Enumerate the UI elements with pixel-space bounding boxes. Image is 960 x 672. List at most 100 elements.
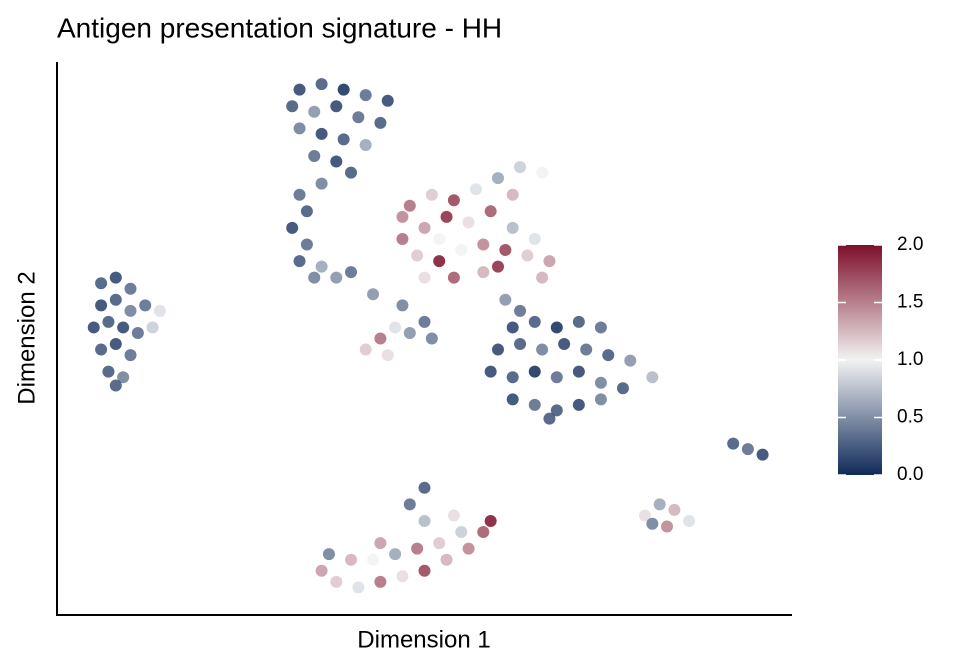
point bbox=[109, 379, 122, 392]
point bbox=[484, 205, 497, 218]
point bbox=[315, 78, 328, 91]
point bbox=[514, 161, 527, 174]
point bbox=[477, 526, 490, 539]
point bbox=[543, 255, 556, 268]
point bbox=[396, 299, 409, 312]
point bbox=[411, 249, 424, 262]
point bbox=[139, 299, 152, 312]
point bbox=[300, 238, 313, 251]
point bbox=[440, 210, 453, 223]
point bbox=[646, 517, 659, 530]
point bbox=[462, 216, 475, 229]
point bbox=[418, 514, 431, 527]
point bbox=[572, 398, 585, 411]
point bbox=[315, 564, 328, 577]
point bbox=[345, 166, 357, 179]
point bbox=[359, 138, 372, 151]
point bbox=[95, 299, 108, 312]
point bbox=[109, 271, 122, 284]
point bbox=[594, 376, 607, 389]
point bbox=[374, 116, 387, 129]
point bbox=[403, 326, 416, 339]
points bbox=[87, 78, 769, 594]
point bbox=[727, 437, 740, 450]
point bbox=[447, 271, 460, 284]
point bbox=[330, 100, 343, 113]
point bbox=[550, 371, 563, 384]
point bbox=[558, 338, 571, 351]
point bbox=[286, 100, 299, 113]
point bbox=[95, 277, 108, 290]
point bbox=[367, 553, 380, 566]
point bbox=[425, 188, 438, 201]
point bbox=[95, 343, 108, 356]
point bbox=[433, 232, 446, 245]
point bbox=[594, 393, 607, 406]
point bbox=[374, 575, 387, 588]
point bbox=[300, 205, 313, 218]
point bbox=[131, 326, 144, 339]
point bbox=[337, 83, 350, 96]
point bbox=[447, 509, 460, 522]
point bbox=[293, 122, 306, 135]
point bbox=[536, 166, 549, 179]
point bbox=[109, 293, 122, 306]
point bbox=[352, 111, 365, 124]
point bbox=[440, 553, 453, 566]
point bbox=[624, 354, 637, 367]
point bbox=[594, 321, 607, 334]
point bbox=[374, 537, 387, 550]
point bbox=[602, 349, 615, 362]
point bbox=[521, 249, 534, 262]
point bbox=[308, 150, 321, 163]
point bbox=[668, 503, 681, 516]
point bbox=[580, 343, 593, 356]
point bbox=[543, 412, 556, 425]
point bbox=[337, 133, 350, 146]
point bbox=[352, 581, 365, 594]
point bbox=[514, 338, 527, 351]
point bbox=[418, 564, 431, 577]
point bbox=[153, 304, 166, 317]
colorbar-tick-label: 2.0 bbox=[897, 234, 923, 255]
point bbox=[683, 514, 696, 527]
point bbox=[528, 398, 541, 411]
point bbox=[330, 271, 343, 284]
point bbox=[462, 542, 475, 555]
point bbox=[528, 365, 541, 378]
point bbox=[411, 542, 424, 555]
point bbox=[418, 315, 431, 328]
point bbox=[499, 293, 512, 306]
x-axis-label: Dimension 1 bbox=[357, 626, 490, 653]
point bbox=[477, 238, 490, 251]
point bbox=[425, 332, 438, 345]
point bbox=[367, 288, 380, 301]
point bbox=[433, 255, 446, 268]
point bbox=[124, 349, 137, 362]
point bbox=[653, 498, 666, 511]
point bbox=[572, 365, 585, 378]
point bbox=[117, 321, 130, 334]
y-axis-label: Dimension 2 bbox=[13, 271, 40, 404]
point bbox=[536, 271, 549, 284]
point bbox=[756, 448, 769, 461]
point bbox=[492, 260, 504, 273]
point bbox=[506, 221, 519, 234]
point bbox=[572, 315, 585, 328]
point bbox=[403, 498, 416, 511]
point bbox=[102, 365, 115, 378]
point bbox=[455, 244, 468, 257]
point bbox=[403, 199, 416, 212]
point bbox=[492, 343, 504, 356]
point bbox=[418, 481, 431, 494]
point bbox=[550, 321, 563, 334]
point bbox=[381, 94, 394, 107]
point bbox=[477, 266, 490, 279]
point bbox=[308, 271, 321, 284]
point bbox=[330, 575, 343, 588]
point bbox=[308, 105, 321, 118]
point bbox=[506, 188, 519, 201]
point bbox=[514, 304, 527, 317]
point bbox=[455, 526, 468, 539]
